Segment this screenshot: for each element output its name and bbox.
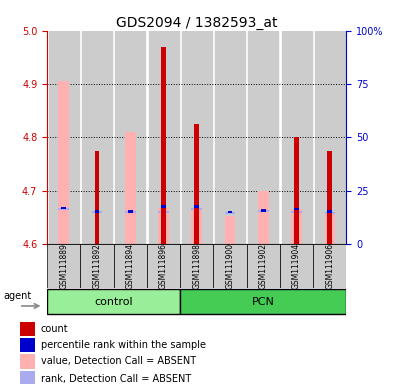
Bar xyxy=(58,208,69,210)
Bar xyxy=(146,244,180,288)
Text: GSM111904: GSM111904 xyxy=(291,243,300,289)
Bar xyxy=(227,211,232,214)
Text: GSM111902: GSM111902 xyxy=(258,243,267,289)
Text: GSM111892: GSM111892 xyxy=(92,243,101,289)
Text: GSM111894: GSM111894 xyxy=(126,243,135,289)
Text: GSM111900: GSM111900 xyxy=(225,243,234,289)
Bar xyxy=(224,212,235,214)
Bar xyxy=(80,244,113,288)
Bar xyxy=(20,354,35,369)
Text: control: control xyxy=(94,297,133,307)
Bar xyxy=(125,211,135,214)
Bar xyxy=(294,137,298,244)
Bar xyxy=(324,212,334,214)
Bar xyxy=(20,338,35,353)
Bar xyxy=(20,321,35,336)
Bar xyxy=(49,31,79,244)
Bar xyxy=(257,210,268,212)
Bar xyxy=(261,209,265,212)
Bar xyxy=(194,124,199,244)
Bar xyxy=(191,208,202,244)
Bar xyxy=(180,244,213,288)
Bar xyxy=(20,371,35,384)
Bar xyxy=(92,211,102,214)
Text: PCN: PCN xyxy=(251,297,274,307)
Bar xyxy=(128,210,132,213)
Bar xyxy=(246,244,279,288)
Bar xyxy=(47,290,180,314)
Bar xyxy=(290,209,301,244)
Text: agent: agent xyxy=(4,291,32,301)
Bar xyxy=(257,190,268,244)
Bar xyxy=(290,211,301,213)
Bar xyxy=(248,31,278,244)
Bar xyxy=(314,31,344,244)
Text: GSM111906: GSM111906 xyxy=(324,243,333,289)
Bar xyxy=(194,205,199,208)
Bar xyxy=(58,81,69,244)
Bar xyxy=(312,244,346,288)
Bar xyxy=(161,47,166,244)
Bar xyxy=(158,211,169,214)
Bar xyxy=(82,31,112,244)
Text: GSM111896: GSM111896 xyxy=(159,243,168,289)
Bar xyxy=(224,215,235,244)
Text: GSM111889: GSM111889 xyxy=(59,243,68,289)
Bar xyxy=(327,151,331,244)
Bar xyxy=(294,208,298,210)
Bar xyxy=(47,244,80,288)
Bar xyxy=(180,290,346,314)
Bar xyxy=(113,244,146,288)
Bar xyxy=(324,212,334,244)
Text: GSM111898: GSM111898 xyxy=(192,243,201,289)
Bar xyxy=(181,31,211,244)
Bar xyxy=(148,31,178,244)
Bar xyxy=(281,31,311,244)
Bar xyxy=(94,151,99,244)
Bar xyxy=(94,210,99,213)
Bar xyxy=(215,31,245,244)
Text: value, Detection Call = ABSENT: value, Detection Call = ABSENT xyxy=(41,356,196,366)
Bar xyxy=(161,205,166,208)
Bar xyxy=(115,31,145,244)
Bar xyxy=(191,208,202,210)
Text: count: count xyxy=(41,324,68,334)
Bar xyxy=(327,210,331,213)
Bar xyxy=(213,244,246,288)
Title: GDS2094 / 1382593_at: GDS2094 / 1382593_at xyxy=(116,16,277,30)
Bar xyxy=(279,244,312,288)
Text: rank, Detection Call = ABSENT: rank, Detection Call = ABSENT xyxy=(41,374,191,384)
Text: percentile rank within the sample: percentile rank within the sample xyxy=(41,340,205,350)
Bar xyxy=(61,207,66,209)
Bar xyxy=(125,132,135,244)
Bar xyxy=(158,208,169,244)
